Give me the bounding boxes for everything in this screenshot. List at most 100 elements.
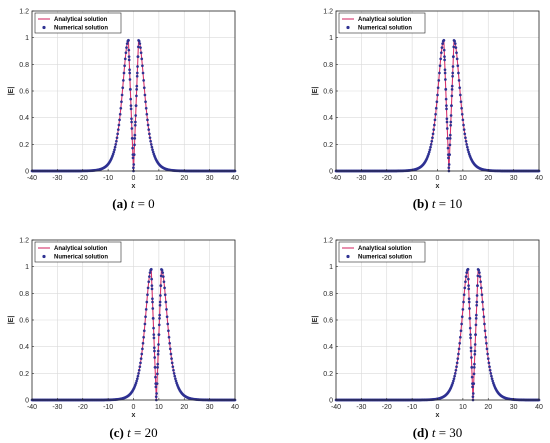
- numerical-solution-point: [149, 143, 153, 146]
- numerical-solution-point: [152, 336, 156, 340]
- legend-box: [338, 241, 426, 263]
- numerical-solution-point: [459, 100, 463, 104]
- numerical-solution-point: [483, 322, 486, 326]
- numerical-solution-point: [131, 146, 134, 150]
- numerical-solution-point: [151, 316, 155, 320]
- y-tick-label: 0: [329, 398, 333, 405]
- numerical-solution-point: [428, 148, 432, 152]
- numerical-solution-point: [431, 132, 435, 136]
- numerical-solution-point: [149, 267, 153, 271]
- numerical-solution-point: [133, 133, 137, 137]
- numerical-solution-point: [469, 346, 473, 350]
- numerical-solution-point: [156, 372, 159, 376]
- numerical-solution-point: [438, 64, 442, 68]
- numerical-solution-point: [485, 341, 488, 345]
- numerical-solution-point: [169, 352, 173, 356]
- numerical-solution-point: [145, 300, 149, 304]
- numerical-solution-point: [127, 55, 131, 59]
- numerical-solution-point: [133, 123, 137, 127]
- x-tick-label: 10: [155, 175, 163, 182]
- y-tick-label: 1: [329, 35, 333, 42]
- x-tick-label: -20: [382, 175, 392, 182]
- numerical-solution-point: [151, 297, 154, 301]
- numerical-solution-point: [472, 382, 476, 386]
- numerical-solution-point: [447, 163, 451, 166]
- numerical-solution-point: [147, 128, 151, 132]
- numerical-solution-point: [135, 377, 139, 381]
- legend-label: Analytical solution: [54, 17, 108, 23]
- x-tick-label: -10: [103, 404, 113, 411]
- x-axis-label: x: [132, 412, 136, 419]
- numerical-solution-point: [159, 284, 163, 288]
- numerical-solution-point: [159, 274, 163, 278]
- numerical-solution-point: [443, 58, 446, 62]
- numerical-solution-point: [445, 104, 448, 108]
- numerical-solution-point: [135, 74, 139, 78]
- numerical-solution-point: [444, 97, 448, 101]
- caption-tag: (c): [109, 425, 123, 440]
- numerical-solution-point: [473, 352, 477, 356]
- numerical-solution-point: [462, 123, 465, 127]
- numerical-solution-point: [152, 326, 155, 330]
- numerical-solution-point: [132, 166, 135, 170]
- numerical-solution-point: [157, 333, 161, 337]
- caption-value: = 0: [134, 196, 154, 211]
- numerical-solution-point: [457, 347, 461, 351]
- y-tick-label: 0.6: [19, 89, 29, 96]
- y-tick-label: 0: [329, 169, 333, 176]
- numerical-solution-point: [146, 123, 150, 127]
- numerical-solution-point: [164, 300, 168, 304]
- legend: Analytical solution Numerical solution: [34, 241, 122, 263]
- chart-panel-1: -40 -30 -20 -10 0 10 20 30 40 0 0.2 0.4 0.6 0.8 1 1.2 x |…: [312, 9, 543, 212]
- numerical-solution-point: [444, 87, 448, 91]
- numerical-solution-point: [460, 112, 464, 116]
- numerical-solution-point: [480, 293, 484, 297]
- numerical-solution-point: [445, 107, 448, 111]
- x-tick-label: -30: [356, 175, 366, 182]
- numerical-solution-point: [134, 114, 138, 117]
- numerical-solution-point: [150, 277, 153, 281]
- y-tick-label: 1.2: [323, 9, 333, 16]
- numerical-solution-point: [122, 71, 126, 75]
- numerical-solution-point: [453, 372, 457, 375]
- numerical-solution-point: [489, 372, 493, 375]
- numerical-solution-point: [430, 139, 434, 143]
- numerical-solution-point: [453, 39, 456, 43]
- numerical-solution-point: [464, 139, 468, 143]
- numerical-solution-point: [490, 377, 494, 381]
- x-tick-label: -20: [382, 404, 392, 411]
- y-axis-label: |E|: [8, 87, 15, 96]
- y-tick-label: 1: [25, 35, 29, 42]
- numerical-solution-point: [458, 93, 462, 97]
- numerical-solution-point: [470, 365, 474, 369]
- numerical-solution-point: [450, 104, 453, 108]
- numerical-solution-point: [476, 274, 480, 278]
- numerical-solution-point: [156, 349, 160, 353]
- numerical-solution-point: [464, 280, 467, 284]
- numerical-solution-point: [477, 268, 481, 272]
- numerical-solution-point: [148, 271, 152, 274]
- numerical-solution-point: [144, 308, 148, 311]
- numerical-solution-point: [135, 94, 138, 98]
- legend-label: Numerical solution: [358, 26, 412, 32]
- numerical-solution-point: [464, 136, 467, 140]
- numerical-solution-point: [132, 153, 136, 157]
- chart-panel-3: -40 -30 -20 -10 0 10 20 30 40 0 0.2 0.4 0.6 0.8 1 1.2 x |…: [312, 238, 543, 441]
- y-tick-label: 0.2: [19, 142, 29, 149]
- x-tick-label: 40: [231, 404, 239, 411]
- numerical-solution-point: [471, 392, 475, 395]
- numerical-solution-point: [147, 280, 151, 284]
- numerical-solution-point: [155, 382, 159, 386]
- numerical-solution-point: [467, 300, 471, 304]
- numerical-solution-point: [129, 104, 133, 108]
- numerical-solution-point: [121, 79, 125, 82]
- numerical-solution-point: [142, 79, 145, 82]
- numerical-solution-point: [136, 45, 140, 49]
- numerical-solution-point: [445, 120, 449, 124]
- numerical-solution-point: [170, 361, 174, 365]
- numerical-solution-point: [171, 365, 175, 369]
- numerical-solution-point: [168, 341, 172, 345]
- numerical-solution-point: [144, 315, 147, 319]
- numerical-solution-point: [467, 297, 471, 301]
- numerical-solution-point: [139, 51, 143, 55]
